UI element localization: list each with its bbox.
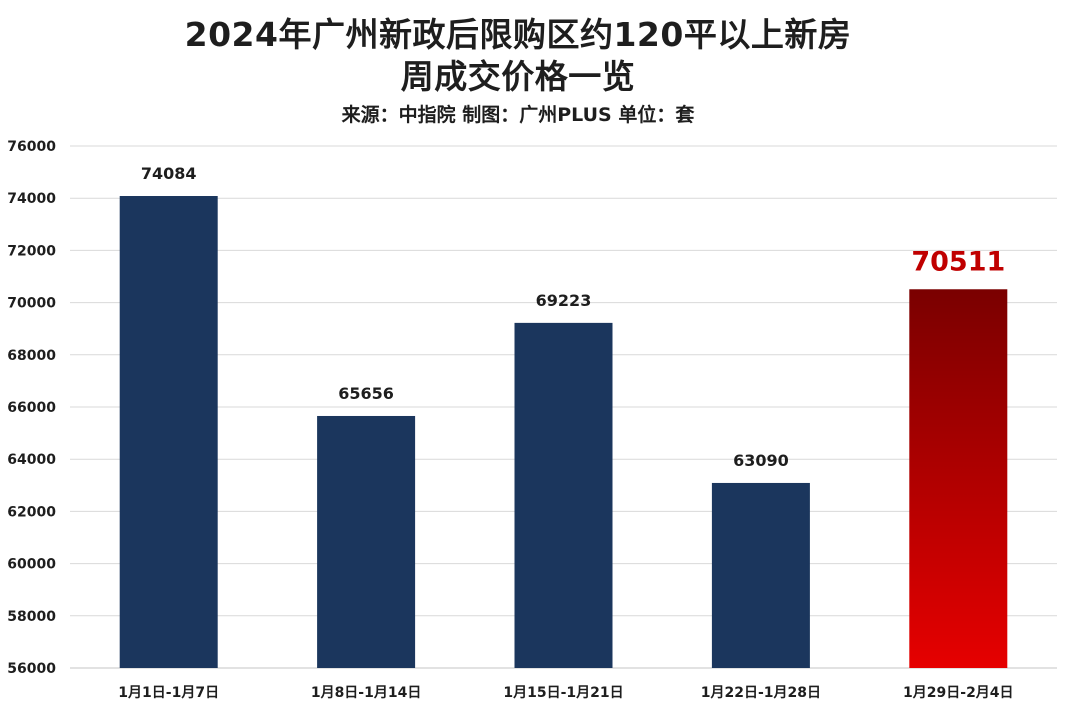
y-tick-label: 58000 bbox=[7, 609, 56, 625]
bar bbox=[119, 196, 218, 668]
data-label: 63090 bbox=[733, 451, 789, 470]
chart-title-line-2: 周成交价格一览 bbox=[400, 57, 636, 96]
x-category-label: 1月22日-1月28日 bbox=[701, 685, 821, 701]
y-tick-label: 56000 bbox=[7, 661, 56, 677]
y-tick-label: 66000 bbox=[7, 400, 56, 416]
x-category-label: 1月8日-1月14日 bbox=[311, 685, 422, 701]
chart-title-block: 2024年广州新政后限购区约120平以上新房 周成交价格一览 来源：中指院 制图… bbox=[0, 14, 1036, 130]
bar bbox=[711, 482, 810, 668]
x-axis-category-labels: 1月1日-1月7日 1月8日-1月14日 1月15日-1月21日 1月22日-1月28… bbox=[118, 685, 1013, 701]
data-labels: 74084 65656 69223 63090 70511 bbox=[141, 164, 1005, 470]
chart-title-line-1: 2024年广州新政后限购区约120平以上新房 bbox=[184, 15, 852, 54]
y-tick-label: 76000 bbox=[7, 139, 56, 155]
x-category-label: 1月1日-1月7日 bbox=[118, 685, 219, 701]
y-tick-label: 68000 bbox=[7, 348, 56, 364]
bar bbox=[317, 415, 416, 668]
data-label: 65656 bbox=[338, 384, 394, 403]
y-axis-tick-labels: 56000 58000 60000 62000 64000 66000 68000 70000… bbox=[7, 139, 56, 677]
bar-highlight bbox=[909, 289, 1008, 668]
y-tick-label: 60000 bbox=[7, 557, 56, 573]
bar bbox=[514, 322, 613, 668]
data-label-highlight: 70511 bbox=[911, 246, 1005, 277]
x-category-label: 1月29日-2月4日 bbox=[903, 685, 1014, 701]
y-tick-label: 74000 bbox=[7, 191, 56, 207]
chart-subtitle: 来源：中指院 制图：广州PLUS 单位：套 bbox=[341, 104, 695, 126]
y-tick-label: 70000 bbox=[7, 296, 56, 312]
data-label: 69223 bbox=[536, 291, 592, 310]
bars bbox=[119, 196, 1008, 668]
x-category-label: 1月15日-1月21日 bbox=[503, 685, 623, 701]
y-tick-label: 72000 bbox=[7, 243, 56, 259]
y-tick-label: 64000 bbox=[7, 452, 56, 468]
data-label: 74084 bbox=[141, 164, 197, 183]
y-tick-label: 62000 bbox=[7, 504, 56, 520]
